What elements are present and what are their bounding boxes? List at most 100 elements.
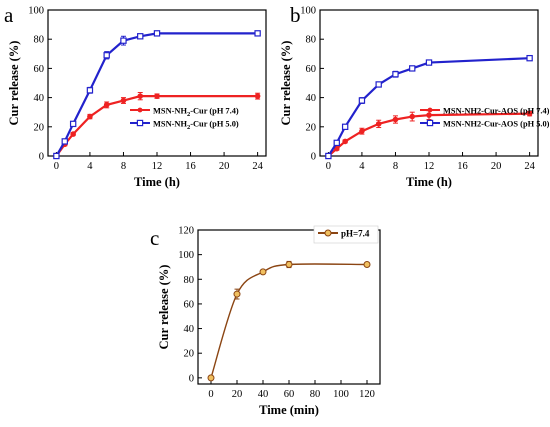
x-tick-label: 100 [333,389,349,400]
x-tick-label: 8 [121,161,126,172]
y-tick-label: 20 [34,122,45,133]
x-tick-label: 16 [185,161,196,172]
data-point [259,268,267,276]
data-point [254,93,261,99]
series-line [210,263,368,379]
y-tick-label: 40 [34,93,45,104]
data-point [87,113,93,120]
series-1 [325,54,533,160]
panel-label: b [290,3,301,27]
legend-label: MSN-NH2-Cur-AOS (pH 5.0) [443,120,550,129]
y-axis-label: Cur release (%) [157,265,171,350]
y-tick-label: 60 [306,64,317,75]
legend-label: pH=7.4 [341,229,370,239]
x-tick-label: 24 [252,161,263,172]
legend-swatch-marker [427,107,433,113]
legend-label-main: MSN-NH [153,120,187,129]
legend-swatch-marker [137,107,143,113]
data-point [333,139,340,147]
data-point [103,102,110,108]
legend-label-main: MSN-NH2-Cur-AOS (pH 5.0) [443,120,550,129]
data-point [103,52,110,59]
x-tick-label: 80 [310,389,321,400]
data-point [86,87,94,94]
data-point [53,152,60,160]
data-point [69,120,77,128]
y-tick-label: 100 [178,250,194,261]
data-point [233,290,241,298]
x-tick-label: 0 [326,161,331,172]
data-point [154,93,160,99]
data-point [341,123,349,130]
x-tick-label: 20 [232,389,243,400]
x-axis-label: Time (h) [134,175,180,189]
data-point [70,131,76,137]
x-tick-label: 0 [54,161,59,172]
y-axis-label: Cur release (%) [7,41,21,126]
legend: MSN-NH2-Cur-AOS (pH 7.4) MSN-NH2-Cur-AOS … [420,107,550,129]
y-tick-label: 60 [34,64,45,75]
y-tick-label: 0 [39,152,44,163]
legend-label: MSN-NH2-Cur-AOS (pH 7.4) [443,107,550,116]
y-tick-label: 100 [28,6,44,17]
data-point [375,121,382,127]
data-point [526,54,533,62]
legend: pH=7.4 [313,225,379,244]
data-point [120,37,127,44]
y-tick-label: 0 [311,152,316,163]
data-point [285,260,293,268]
data-point [61,138,68,145]
legend-swatch-marker [426,119,434,127]
series-0 [207,260,371,382]
legend-label-sub: 2 [187,111,190,118]
data-point [409,113,416,120]
data-point [207,374,215,382]
x-tick-label: 0 [208,389,213,400]
legend: MSN-NH2-Cur (pH 7.4)MSN-NH2-Cur (pH 5.0) [130,107,239,132]
plot-frame [197,229,381,385]
data-point [375,81,382,88]
y-tick-label: 20 [306,122,317,133]
data-point [526,110,533,117]
legend-label: MSN-NH2-Cur (pH 5.0) [153,120,239,132]
chart-panel-b: b 0 4 8 12 16 20 24 0 20 40 60 80 100 Time (h) Cur rele… [279,3,550,189]
data-point [392,116,399,123]
x-tick-label: 8 [393,161,398,172]
x-tick-label: 12 [152,161,163,172]
data-point [342,138,348,145]
y-tick-label: 80 [34,35,45,46]
data-point [137,93,144,99]
data-point [426,112,432,118]
x-tick-label: 4 [359,161,365,172]
data-point [363,260,371,268]
panel-label: a [4,3,14,27]
legend-label-main: MSN-NH2-Cur-AOS (pH 7.4) [443,107,550,116]
plot-frame [319,9,539,157]
x-tick-label: 120 [359,389,375,400]
legend-label-sub: 2 [187,124,190,131]
legend-swatch-marker [324,229,332,237]
y-axis-label: Cur release (%) [279,41,293,126]
y-tick-label: 40 [184,324,195,335]
x-tick-label: 20 [491,161,502,172]
x-tick-label: 12 [424,161,435,172]
chart-panel-a: a 0 4 8 12 16 20 24 0 20 40 60 80 100 Time (h) Cur rele… [4,3,267,189]
y-tick-label: 80 [184,275,195,286]
series-1 [53,30,261,160]
y-tick-label: 40 [306,93,317,104]
series-0 [325,110,533,159]
legend-swatch-marker [136,119,144,127]
x-tick-label: 60 [284,389,295,400]
data-point [333,145,340,152]
legend-label-rest: -Cur (pH 5.0) [190,120,239,129]
x-tick-label: 4 [87,161,93,172]
y-tick-label: 120 [178,226,194,237]
panel-label: c [150,226,159,250]
legend-label-rest: -Cur (pH 7.4) [190,107,239,116]
y-tick-label: 100 [300,6,316,17]
y-tick-label: 20 [184,349,195,360]
data-point [325,152,332,160]
x-tick-label: 20 [219,161,230,172]
data-point [425,59,433,66]
